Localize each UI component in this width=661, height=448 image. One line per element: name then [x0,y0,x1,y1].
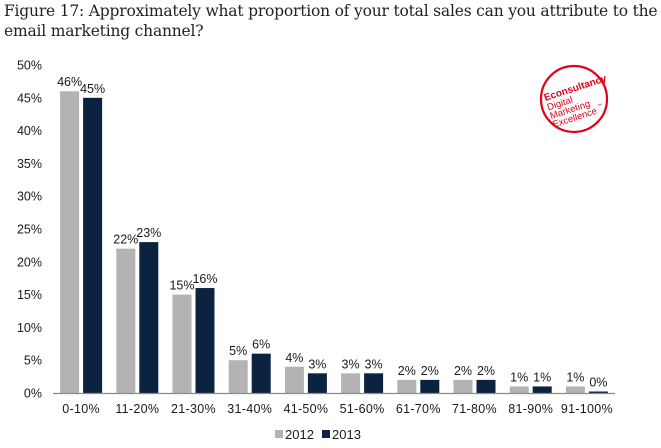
bar-2013-51-60% [364,373,384,393]
y-tick-label: 40% [17,124,42,138]
bar-2013-81-90% [532,386,552,393]
logo-trademark: ™ [597,103,604,110]
y-tick-label: 20% [17,255,42,269]
y-tick-label: 35% [17,157,42,171]
bar-2013-31-40% [251,353,271,393]
bar-2012-71-80% [453,379,473,393]
bar-2013-71-80% [476,379,496,393]
x-tick-label: 0-10% [62,402,100,416]
legend-label-2013: 2013 [332,427,361,442]
data-label-2012-11-20%: 22% [113,233,138,247]
y-tick-label: 45% [17,91,42,105]
bar-2012-0-10% [60,91,80,394]
y-tick-label: 50% [17,59,42,73]
data-label-2013-91-100%: 0% [589,376,607,390]
legend: 2012 2013 [275,427,361,442]
y-tick-label: 5% [24,354,42,368]
data-label-2012-21-30%: 15% [169,279,194,293]
data-label-2013-21-30%: 16% [192,272,217,286]
logo-ring-icon [539,64,609,134]
x-tick-label: 61-70% [396,402,441,416]
data-label-2013-81-90%: 1% [533,370,551,384]
y-tick-label: 0% [24,387,42,401]
x-tick-label: 21-30% [171,402,216,416]
x-tick-label: 51-60% [340,402,385,416]
data-label-2013-31-40%: 6% [252,338,270,352]
legend-swatch-2013 [322,430,330,438]
bar-2012-11-20% [116,248,136,393]
y-tick-label: 25% [17,223,42,237]
data-label-2013-41-50%: 3% [308,357,326,371]
x-tick-label: 81-90% [508,402,553,416]
y-axis: 0% 5% 10% 15% 20% 25% 30% 35% 40% 45% 50% [17,59,42,401]
x-axis-labels: 0-10% 11-20% 21-30% 31-40% 41-50% 51-60% 61-70… [62,402,613,416]
bar-2013-0-10% [83,97,103,394]
logo-brand: Econsultancy [543,73,609,104]
data-label-2013-71-80%: 2% [477,364,495,378]
bar-2013-21-30% [195,288,215,393]
data-label-2012-91-100%: 1% [566,370,584,384]
y-tick-label: 30% [17,190,42,204]
data-label-2012-0-10%: 46% [57,75,82,89]
x-tick-label: 71-80% [452,402,497,416]
data-label-2012-31-40%: 5% [229,344,247,358]
figure-title: Figure 17: Approximately what proportion… [4,2,658,40]
bar-2012-91-100% [565,386,585,393]
data-label-2013-61-70%: 2% [421,364,439,378]
bar-2013-61-70% [420,379,440,393]
bar-2012-81-90% [509,386,529,393]
bar-2012-61-70% [397,379,417,393]
bars-group [60,91,608,394]
econsultancy-logo: Econsultancy Digital Marketing Excellenc… [539,64,609,134]
data-label-2012-51-60%: 3% [342,357,360,371]
data-label-2012-81-90%: 1% [510,370,528,384]
data-label-2012-61-70%: 2% [398,364,416,378]
bar-2012-51-60% [341,373,361,393]
x-tick-label: 31-40% [227,402,272,416]
legend-swatch-2012 [275,430,283,438]
x-tick-label: 41-50% [283,402,328,416]
data-label-2012-71-80%: 2% [454,364,472,378]
bar-2012-41-50% [284,366,304,393]
legend-label-2012: 2012 [285,427,314,442]
y-tick-label: 15% [17,288,42,302]
data-label-2012-41-50%: 4% [285,351,303,365]
data-labels-group: 46%45% 22%23% 15%16% 5% 6% 4% 3% 3% 3% 2% 2% 2% 2% 1%… [57,75,607,389]
bar-2013-11-20% [139,242,159,393]
y-tick-label: 10% [17,321,42,335]
bar-2013-91-100% [588,391,608,393]
data-label-2013-51-60%: 3% [365,357,383,371]
bar-2012-31-40% [228,360,248,393]
x-tick-label: 11-20% [115,402,159,416]
bar-2013-41-50% [307,373,327,393]
bar-2012-21-30% [172,294,192,393]
data-label-2013-0-10%: 45% [80,82,105,96]
data-label-2013-11-20%: 23% [136,226,161,240]
x-tick-label: 91-100% [561,402,613,416]
